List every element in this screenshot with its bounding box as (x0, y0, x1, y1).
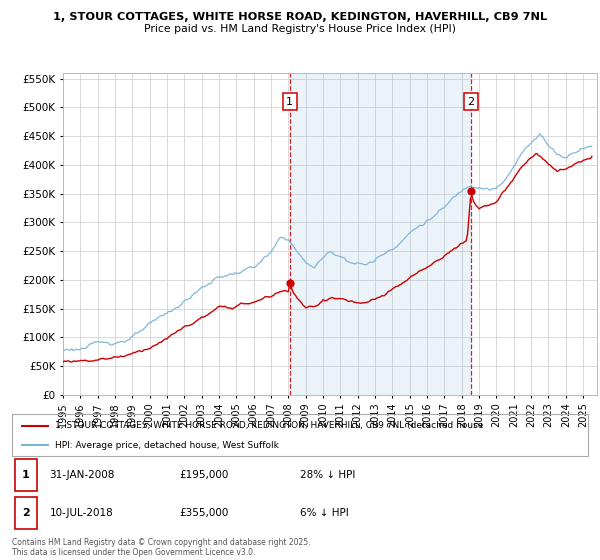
Text: 2: 2 (22, 508, 29, 518)
Text: £355,000: £355,000 (179, 508, 229, 518)
Point (466, 186, 476, 195)
Text: £195,000: £195,000 (179, 470, 229, 480)
Text: Price paid vs. HM Land Registry's House Price Index (HPI): Price paid vs. HM Land Registry's House … (144, 24, 456, 34)
Text: 1, STOUR COTTAGES, WHITE HORSE ROAD, KEDINGTON, HAVERHILL, CB9 7NL: 1, STOUR COTTAGES, WHITE HORSE ROAD, KED… (53, 12, 547, 22)
Text: 6% ↓ HPI: 6% ↓ HPI (300, 508, 349, 518)
Bar (290, 73, 471, 395)
Text: 2: 2 (467, 96, 475, 106)
Text: 1: 1 (286, 96, 293, 106)
Text: HPI: Average price, detached house, West Suffolk: HPI: Average price, detached house, West… (55, 441, 279, 450)
Text: 1, STOUR COTTAGES, WHITE HORSE ROAD, KEDINGTON, HAVERHILL, CB9 7NL (detached hou: 1, STOUR COTTAGES, WHITE HORSE ROAD, KED… (55, 421, 484, 430)
Text: 10-JUL-2018: 10-JUL-2018 (49, 508, 113, 518)
Point (285, 278, 295, 287)
Text: Contains HM Land Registry data © Crown copyright and database right 2025.
This d: Contains HM Land Registry data © Crown c… (12, 538, 311, 557)
Text: 28% ↓ HPI: 28% ↓ HPI (300, 470, 355, 480)
Text: 31-JAN-2008: 31-JAN-2008 (49, 470, 115, 480)
Text: 1: 1 (22, 470, 29, 480)
